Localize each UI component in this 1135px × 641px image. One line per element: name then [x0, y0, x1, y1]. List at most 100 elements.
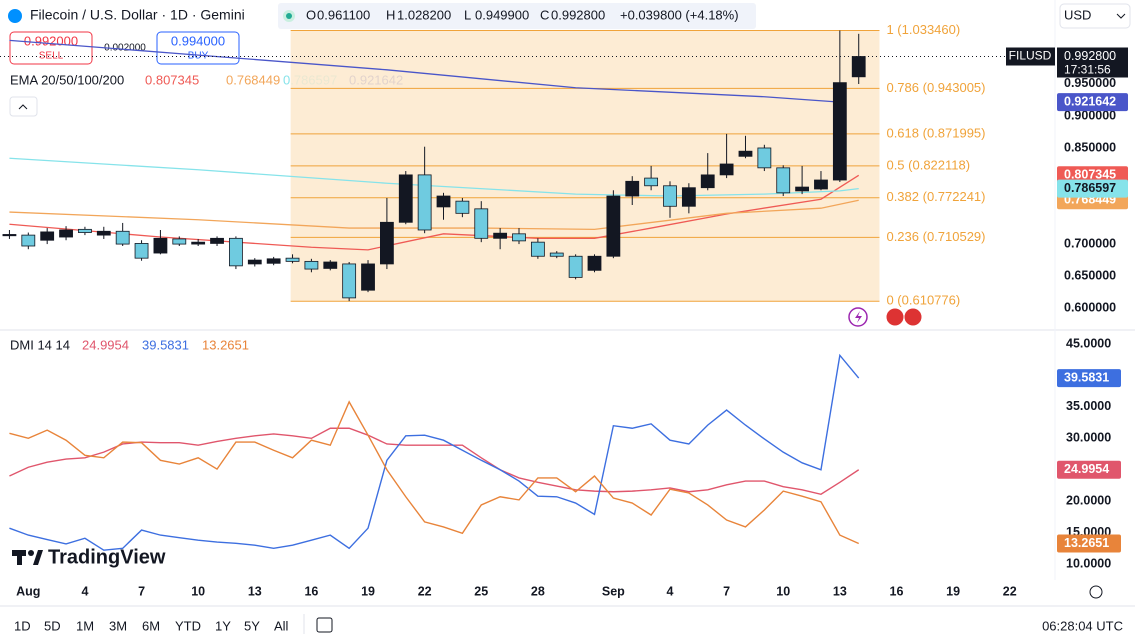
price-badge-value: 0.992800 [1064, 49, 1116, 63]
candle-body [247, 259, 262, 265]
ohlc-key: O [306, 7, 316, 22]
x-tick-label: 10 [191, 584, 205, 598]
logo-text: TradingView [48, 546, 166, 568]
candle-body [455, 200, 470, 214]
candle-body [436, 195, 451, 208]
ema-legend-value: 0.768449 [226, 72, 280, 87]
fib-label: 0.618 (0.871995) [886, 125, 985, 140]
candle-body [21, 234, 36, 247]
currency[interactable]: USD [1064, 7, 1091, 22]
ema-badge-value: 0.786597 [1064, 181, 1116, 195]
candle-body [172, 238, 187, 245]
settings-icon[interactable] [1089, 585, 1103, 599]
sell-label[interactable]: SELL [39, 51, 64, 62]
flag-icon[interactable] [885, 307, 905, 327]
candle-body [40, 231, 55, 241]
clock: 06:28:04 UTC [1042, 618, 1123, 633]
candle-body [323, 261, 338, 269]
dmi-line [9, 400, 860, 545]
range-button[interactable]: 1M [76, 618, 94, 633]
symbol-logo [8, 9, 22, 23]
range-button[interactable]: YTD [175, 618, 201, 633]
ema-badge [1057, 179, 1128, 198]
buy-label[interactable]: BUY [188, 51, 209, 62]
price-badge-symbol: FILUSD [1009, 49, 1052, 63]
logo-glyph [33, 550, 43, 565]
candle-body [153, 237, 168, 254]
buy-button[interactable] [156, 31, 240, 65]
ohlc-value: 0.949900 [475, 7, 529, 22]
dmi-badge-value: 39.5831 [1064, 370, 1109, 384]
y-tick-label: 30.0000 [1066, 431, 1111, 445]
range-button[interactable]: All [274, 618, 289, 633]
candle-body [59, 229, 73, 238]
candle-body [96, 230, 111, 236]
candle-body [757, 147, 772, 169]
ohlc-key: H [386, 7, 395, 22]
candle-body [625, 180, 640, 197]
fib-label: 0 (0.610776) [886, 293, 960, 308]
ohlc-value: 1.028200 [397, 7, 451, 22]
buy-price[interactable]: 0.994000 [171, 33, 225, 48]
x-tick-label: 10 [776, 584, 790, 598]
flag-icon[interactable] [903, 307, 923, 327]
ema-line [9, 157, 859, 197]
price-badge [1006, 47, 1055, 66]
candle-body [474, 208, 489, 239]
collapse-caret [18, 104, 28, 110]
candle-body [832, 82, 847, 181]
price-change: +0.039800 (+4.18%) [620, 7, 739, 22]
candle-body [417, 174, 432, 231]
sell-price[interactable]: 0.992000 [24, 33, 78, 48]
fib-label: 1 (1.033460) [886, 22, 960, 37]
candle-body [663, 185, 677, 207]
range-button[interactable]: 6M [142, 618, 160, 633]
ema-line [9, 199, 859, 230]
x-tick-label: 4 [667, 584, 674, 598]
range-button[interactable]: 1Y [215, 618, 231, 633]
dmi-legend-label: DMI 14 14 [10, 337, 70, 352]
x-tick-label: 22 [1003, 584, 1017, 598]
candle-body [266, 258, 281, 264]
ohlc-value: 0.961100 [317, 7, 370, 22]
candle-body [229, 237, 243, 267]
dropdown-caret [1116, 13, 1126, 19]
candle-body [379, 221, 394, 265]
sell-button[interactable] [9, 31, 93, 65]
candle-body [493, 232, 508, 239]
lightning [855, 311, 862, 323]
candle-body [512, 233, 526, 242]
currency-select[interactable] [1059, 3, 1131, 29]
candle-body [398, 174, 413, 223]
symbol-title: Filecoin / U.S. Dollar · 1D · Gemini [30, 7, 245, 23]
fib-label: 0.5 (0.822118) [886, 157, 970, 172]
ohlc-key: L [464, 7, 471, 22]
range-button[interactable]: 5Y [244, 618, 260, 633]
dmi-badge-value: 24.9954 [1064, 462, 1109, 476]
x-tick-label: 16 [304, 584, 318, 598]
y-tick-label: 0.600000 [1064, 300, 1116, 314]
range-button[interactable]: 1D [14, 618, 31, 633]
ema-badge-value: 0.921642 [1064, 94, 1116, 108]
y-tick-label: 0.700000 [1064, 236, 1116, 250]
candle-body [681, 187, 696, 207]
dmi-badge [1057, 460, 1121, 479]
y-tick-label: 0.900000 [1064, 108, 1116, 122]
candle-body [851, 56, 866, 78]
candle-body [342, 263, 357, 299]
collapse-button[interactable] [9, 96, 38, 117]
candle-body [700, 174, 715, 189]
y-tick-label: 45.0000 [1066, 336, 1111, 350]
x-tick-label: 19 [946, 584, 960, 598]
range-button[interactable]: 3M [109, 618, 127, 633]
candle-body [191, 241, 206, 245]
x-tick-label: 16 [890, 584, 904, 598]
dmi-legend-value: 39.5831 [142, 337, 189, 352]
candle-body [814, 179, 828, 190]
calendar-icon[interactable] [316, 617, 333, 633]
ema-legend-label: EMA 20/50/100/200 [10, 72, 124, 87]
range-button[interactable]: 5D [44, 618, 61, 633]
y-tick-label: 0.950000 [1064, 76, 1116, 90]
